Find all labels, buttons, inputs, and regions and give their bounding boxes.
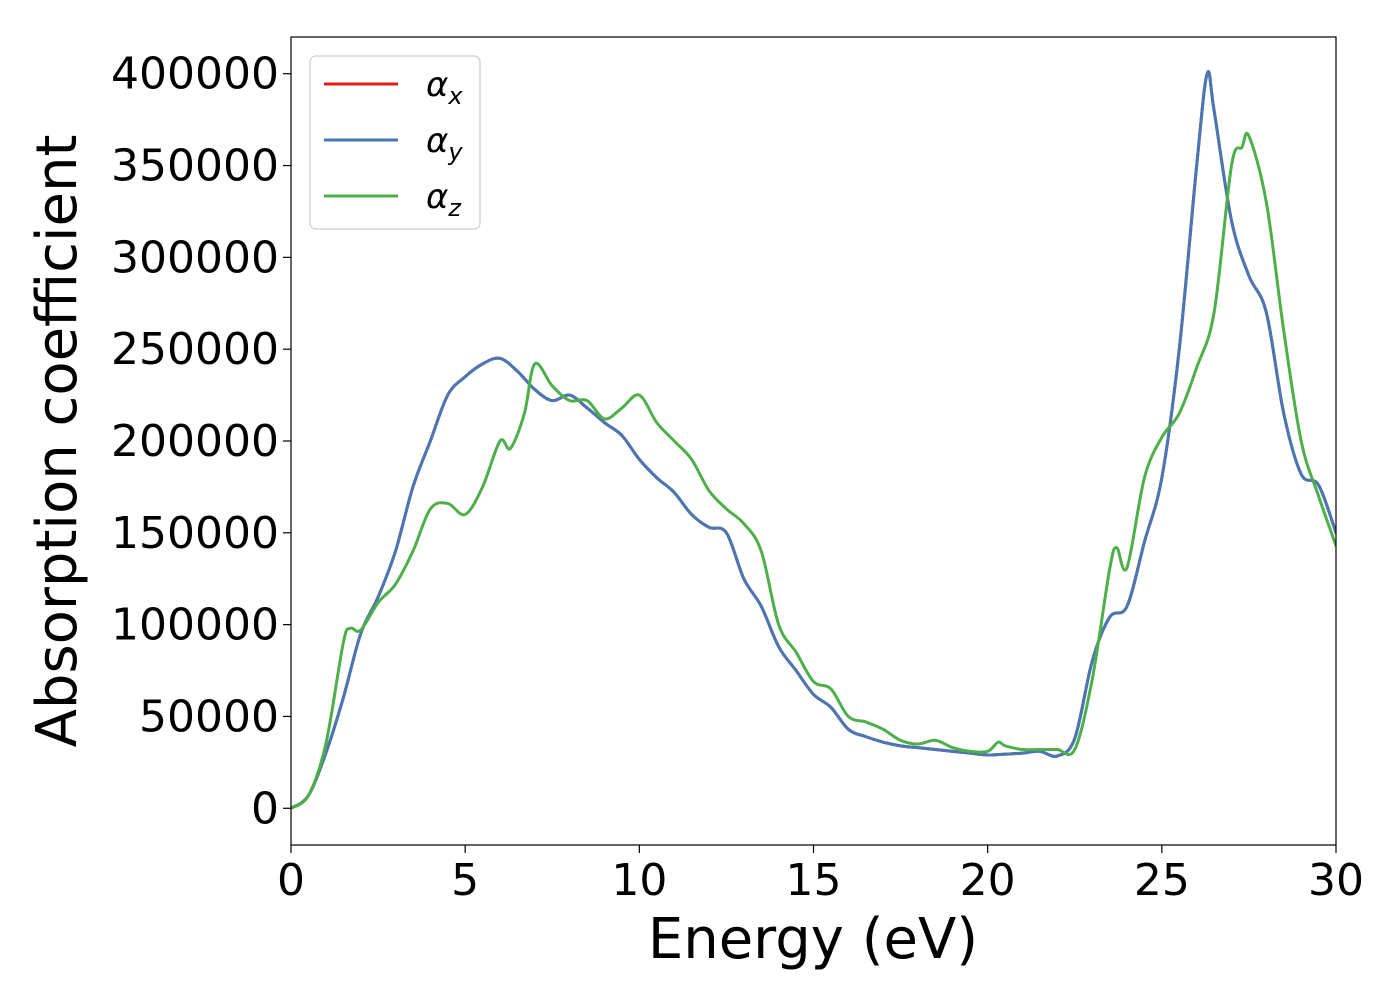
y-tick-label: 50000 bbox=[139, 691, 279, 742]
y-tick-label: 200000 bbox=[111, 416, 279, 467]
y-axis: 0 50000 100000 150000 200000 250000 300000 3500… bbox=[111, 49, 291, 834]
x-tick-label: 10 bbox=[611, 855, 667, 906]
x-tick-label: 5 bbox=[451, 855, 479, 906]
x-tick-label: 20 bbox=[960, 855, 1016, 906]
series-line-z bbox=[291, 131, 1336, 810]
x-tick-label: 15 bbox=[786, 855, 842, 906]
legend-label-x: αx bbox=[426, 65, 463, 110]
y-axis-label: Absorption coefficient bbox=[25, 135, 90, 748]
x-tick-label: 30 bbox=[1308, 855, 1364, 906]
legend-label-y: αy bbox=[426, 121, 463, 166]
y-tick-label: 100000 bbox=[111, 600, 279, 651]
x-tick-label: 25 bbox=[1134, 855, 1190, 906]
y-tick-label: 350000 bbox=[111, 141, 279, 192]
legend-subscript: y bbox=[447, 138, 463, 166]
y-tick-label: 250000 bbox=[111, 324, 279, 375]
series-layer bbox=[291, 70, 1336, 810]
legend-symbol: α bbox=[426, 65, 448, 105]
legend-box bbox=[309, 55, 481, 230]
x-axis: 0 5 10 15 20 25 30 bbox=[277, 845, 1364, 906]
legend-symbol: α bbox=[426, 121, 448, 161]
legend-label-z: αz bbox=[426, 177, 462, 222]
y-tick-label: 300000 bbox=[111, 232, 279, 283]
series-line-y bbox=[291, 70, 1336, 810]
x-tick-label: 0 bbox=[277, 855, 305, 906]
y-tick-label: 400000 bbox=[111, 49, 279, 100]
legend-symbol: α bbox=[426, 177, 448, 217]
legend-subscript: x bbox=[447, 82, 463, 110]
y-tick-label: 150000 bbox=[111, 508, 279, 559]
legend-subscript: z bbox=[447, 194, 462, 222]
x-axis-label: Energy (eV) bbox=[648, 907, 978, 972]
y-tick-label: 0 bbox=[251, 783, 279, 834]
